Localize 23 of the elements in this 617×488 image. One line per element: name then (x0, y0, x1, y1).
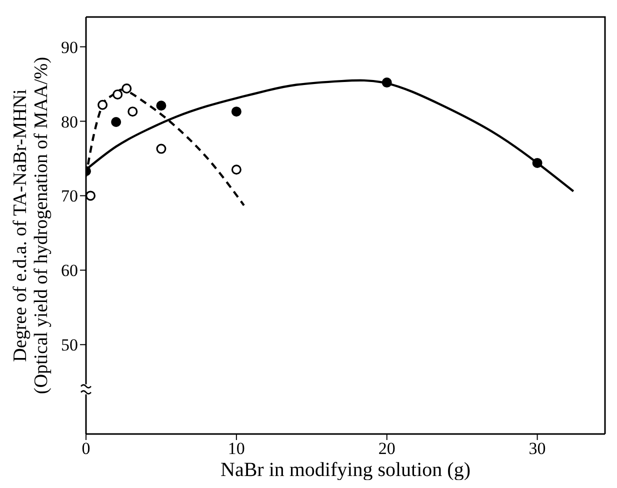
point (98, 100, 108, 110)
point (156, 100, 166, 111)
y-tick-label: 80 (61, 112, 78, 132)
point (128, 106, 138, 117)
y-tick-label: 60 (61, 261, 78, 280)
x-tick-label: 30 (528, 439, 546, 458)
point (111, 116, 122, 127)
y-axis-title: Degree of e.d.a. of TA-NaBr-MHNi (Optical yield of hydrogenation of MAA/%) (10, 56, 52, 394)
x-tick-label: 20 (378, 439, 396, 458)
x-tick-label: 0 (82, 439, 90, 458)
point (231, 106, 242, 117)
point (122, 83, 132, 94)
x-axis-title: NaBr in modifying solution (g) (220, 459, 470, 481)
point (231, 164, 242, 175)
point (382, 78, 392, 88)
y-tick-label: 90 (61, 38, 78, 57)
y-tick-label: 70 (61, 186, 78, 206)
point (156, 144, 166, 154)
point (112, 89, 123, 100)
point (532, 158, 542, 168)
y-tick-label: 50 (61, 336, 78, 355)
point (86, 190, 96, 201)
x-tick-label: 10 (228, 439, 245, 458)
